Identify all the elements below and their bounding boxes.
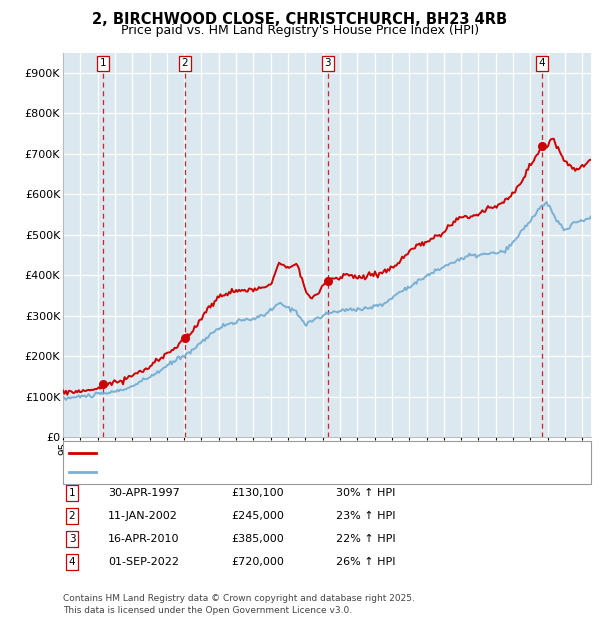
Text: 16-APR-2010: 16-APR-2010 [108, 534, 179, 544]
Text: 30-APR-1997: 30-APR-1997 [108, 488, 180, 498]
Text: Price paid vs. HM Land Registry's House Price Index (HPI): Price paid vs. HM Land Registry's House … [121, 24, 479, 37]
Text: 23% ↑ HPI: 23% ↑ HPI [336, 511, 395, 521]
Text: 4: 4 [539, 58, 545, 68]
Text: 1: 1 [68, 488, 76, 498]
Text: Contains HM Land Registry data © Crown copyright and database right 2025.
This d: Contains HM Land Registry data © Crown c… [63, 594, 415, 615]
Text: HPI: Average price, detached house, Bournemouth Christchurch and Poole: HPI: Average price, detached house, Bour… [101, 467, 489, 477]
Text: £720,000: £720,000 [231, 557, 284, 567]
Text: 2, BIRCHWOOD CLOSE, CHRISTCHURCH, BH23 4RB: 2, BIRCHWOOD CLOSE, CHRISTCHURCH, BH23 4… [92, 12, 508, 27]
Text: 3: 3 [325, 58, 331, 68]
Text: 11-JAN-2002: 11-JAN-2002 [108, 511, 178, 521]
Text: 01-SEP-2022: 01-SEP-2022 [108, 557, 179, 567]
Text: 3: 3 [68, 534, 76, 544]
Text: 2, BIRCHWOOD CLOSE, CHRISTCHURCH, BH23 4RB (detached house): 2, BIRCHWOOD CLOSE, CHRISTCHURCH, BH23 4… [101, 448, 460, 458]
Text: 30% ↑ HPI: 30% ↑ HPI [336, 488, 395, 498]
Text: 26% ↑ HPI: 26% ↑ HPI [336, 557, 395, 567]
Text: 1: 1 [100, 58, 107, 68]
Text: £385,000: £385,000 [231, 534, 284, 544]
Text: 22% ↑ HPI: 22% ↑ HPI [336, 534, 395, 544]
Text: 2: 2 [68, 511, 76, 521]
Text: 4: 4 [68, 557, 76, 567]
Text: £245,000: £245,000 [231, 511, 284, 521]
Text: £130,100: £130,100 [231, 488, 284, 498]
Text: 2: 2 [181, 58, 188, 68]
